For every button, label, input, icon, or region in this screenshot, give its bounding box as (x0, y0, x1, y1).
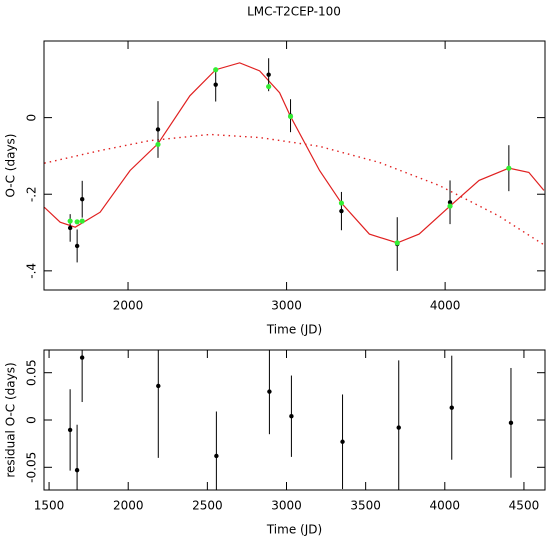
data-point (74, 467, 80, 473)
x-tick-label: 1500 (34, 499, 65, 513)
x-tick-label: 4500 (509, 499, 540, 513)
x-axis-label: Time (JD) (266, 523, 322, 537)
y-tick-label: 0 (25, 416, 39, 424)
model-point (447, 203, 453, 209)
data-point (156, 383, 161, 389)
data-point (289, 414, 294, 419)
chart-title: LMC-T2CEP-100 (247, 5, 341, 19)
y-axis-label: O-C (days) (4, 134, 18, 198)
frame (43, 349, 546, 491)
data-point (339, 208, 344, 214)
fit-curve (44, 62, 545, 244)
data-point (449, 405, 454, 410)
y-axis-label: residual O-C (days) (4, 362, 18, 477)
data-point (508, 420, 514, 426)
model-point (266, 83, 272, 90)
x-axis-label: Time (JD) (266, 323, 322, 337)
y-tick-label: -0.05 (25, 452, 39, 483)
x-tick-label: 3000 (271, 499, 302, 513)
model-point (79, 218, 85, 224)
y-tick-label: -.2 (25, 186, 39, 202)
x-tick-label: 4000 (430, 299, 461, 313)
data-point (447, 200, 453, 205)
data-point (396, 425, 401, 430)
plot-area (67, 350, 514, 490)
data-point (80, 197, 85, 202)
trend-curve (44, 133, 545, 246)
model-point (287, 113, 294, 120)
model-point (67, 218, 73, 224)
x-tick-label: 2000 (113, 299, 144, 313)
data-point (79, 355, 85, 360)
data-point (74, 243, 80, 249)
data-point (67, 225, 73, 231)
y-tick-label: -.4 (25, 263, 39, 279)
model-point (394, 240, 400, 246)
data-point (267, 389, 272, 394)
data-point (266, 72, 271, 77)
model-point (338, 200, 345, 206)
data-point (340, 439, 345, 444)
x-tick-label: 2500 (192, 499, 223, 513)
model-point (213, 67, 219, 73)
y-tick-label: 0.05 (25, 359, 39, 386)
model-point (506, 165, 512, 171)
plot-area (44, 58, 545, 271)
data-point (67, 427, 73, 433)
data-point (214, 453, 219, 459)
model-point (155, 141, 161, 148)
data-point (155, 127, 161, 132)
x-tick-label: 3000 (271, 299, 302, 313)
frame (43, 40, 546, 291)
model-point (74, 219, 80, 225)
x-tick-label: 4000 (430, 499, 461, 513)
x-tick-label: 3500 (350, 499, 381, 513)
x-tick-label: 2000 (113, 499, 144, 513)
data-point (213, 82, 218, 87)
y-tick-label: 0 (25, 114, 39, 122)
